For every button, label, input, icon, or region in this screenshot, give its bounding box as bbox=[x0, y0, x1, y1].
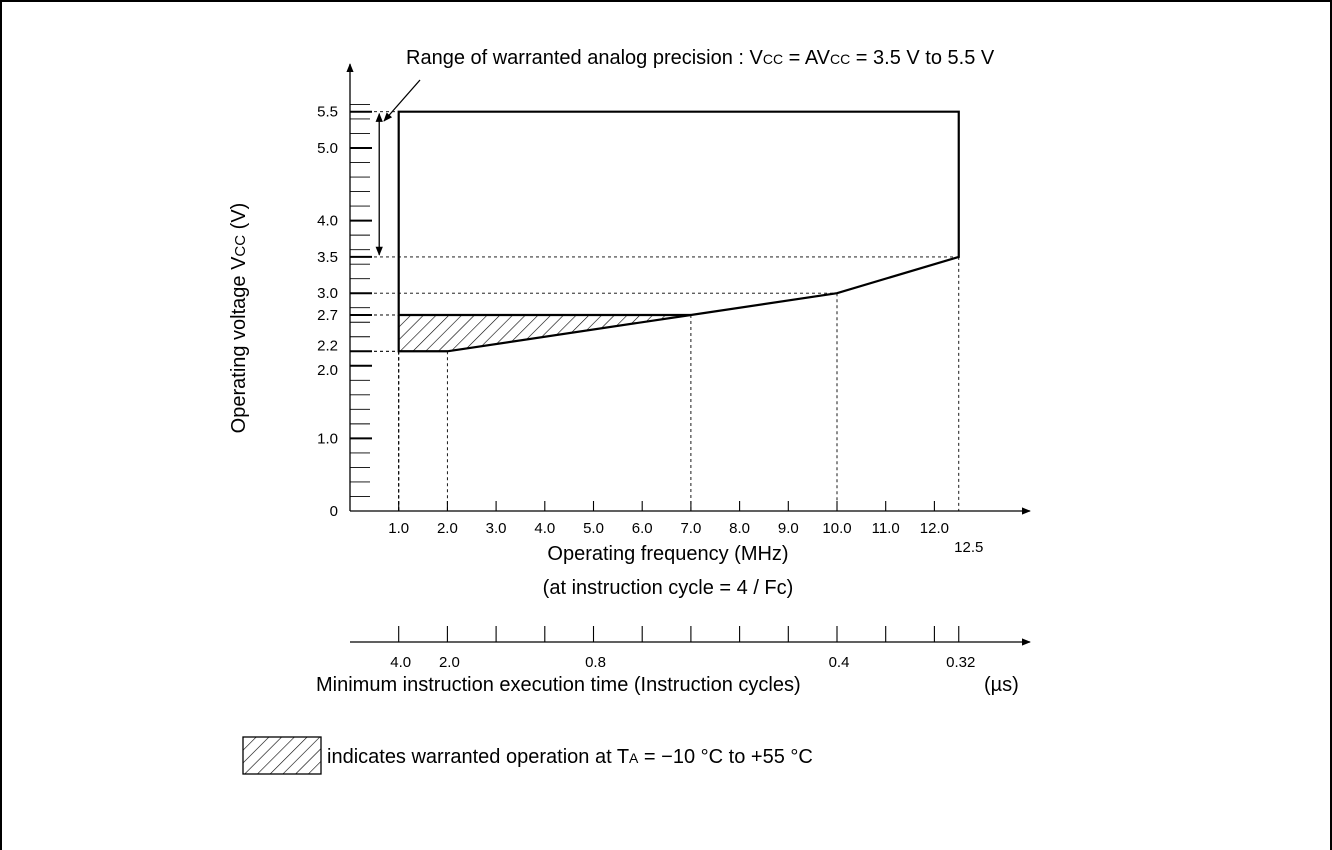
x-tick-label: 3.0 bbox=[486, 520, 507, 537]
lower-boundary-line bbox=[397, 313, 692, 353]
x-tick-label: 11.0 bbox=[872, 520, 900, 537]
x-tick-label: 6.0 bbox=[632, 520, 653, 537]
x2-tick-label: 0.32 bbox=[946, 654, 975, 671]
x-tick-label: 8.0 bbox=[729, 520, 750, 537]
y-axis-label: Operating voltage VCC (V) bbox=[228, 203, 250, 434]
hatched-region bbox=[398, 314, 691, 352]
y-tick-label: 0 bbox=[330, 503, 338, 520]
reference-lines bbox=[350, 111, 960, 511]
y-tick-label: 3.5 bbox=[317, 249, 338, 266]
x-axis-label-line2: (at instruction cycle = 4 / Fc) bbox=[543, 577, 794, 599]
x-tick-label: 5.0 bbox=[583, 520, 604, 537]
x-tick-label: 4.0 bbox=[534, 520, 555, 537]
legend-text: indicates warranted operation at TA = −1… bbox=[327, 746, 813, 768]
x2-axis-ticks: 4.0 2.0 0.8 0.4 0.32 bbox=[390, 626, 975, 671]
legend-hatch-swatch bbox=[242, 736, 322, 775]
y-tick-label: 2.2 bbox=[317, 337, 338, 354]
y-tick-label: 1.0 bbox=[317, 430, 338, 447]
x-tick-label: 12.5 bbox=[954, 539, 983, 556]
y-tick-label: 3.0 bbox=[317, 285, 338, 302]
x-tick-label: 9.0 bbox=[778, 520, 799, 537]
x2-tick-label: 0.4 bbox=[829, 654, 850, 671]
operating-region-group bbox=[375, 110, 960, 353]
axes bbox=[346, 63, 1031, 646]
x-axis-label-line1: Operating frequency (MHz) bbox=[547, 543, 788, 565]
y-tick-label: 5.0 bbox=[317, 140, 338, 157]
x2-axis-label: Minimum instruction execution time (Inst… bbox=[316, 674, 801, 696]
y-axis-ticks: 0 1.0 2.0 2.2 2.7 3.0 3.5 4.0 5.0 5.5 bbox=[317, 104, 372, 520]
y-tick-label: 2.7 bbox=[317, 307, 338, 324]
x2-tick-label: 4.0 bbox=[390, 654, 411, 671]
y-tick-label: 2.0 bbox=[317, 362, 338, 379]
x-axis-ticks: 1.0 2.0 3.0 4.0 5.0 6.0 7.0 8.0 9.0 10.0 11.0 12.0 1… bbox=[388, 501, 983, 556]
x2-tick-label: 0.8 bbox=[585, 654, 606, 671]
y-tick-label: 5.5 bbox=[317, 104, 338, 121]
y-tick-label: 4.0 bbox=[317, 213, 338, 230]
x-tick-label: 10.0 bbox=[822, 520, 851, 537]
x2-tick-label: 2.0 bbox=[439, 654, 460, 671]
x-tick-label: 12.0 bbox=[920, 520, 949, 537]
annotation-pointer-arrow bbox=[383, 79, 421, 122]
operating-region-outline bbox=[397, 110, 960, 317]
x-tick-label: 1.0 bbox=[388, 520, 409, 537]
x-tick-label: 2.0 bbox=[437, 520, 458, 537]
analog-precision-annotation: Range of warranted analog precision : VC… bbox=[406, 47, 995, 69]
x-tick-label: 7.0 bbox=[680, 520, 701, 537]
x2-axis-unit: (µs) bbox=[984, 674, 1019, 696]
